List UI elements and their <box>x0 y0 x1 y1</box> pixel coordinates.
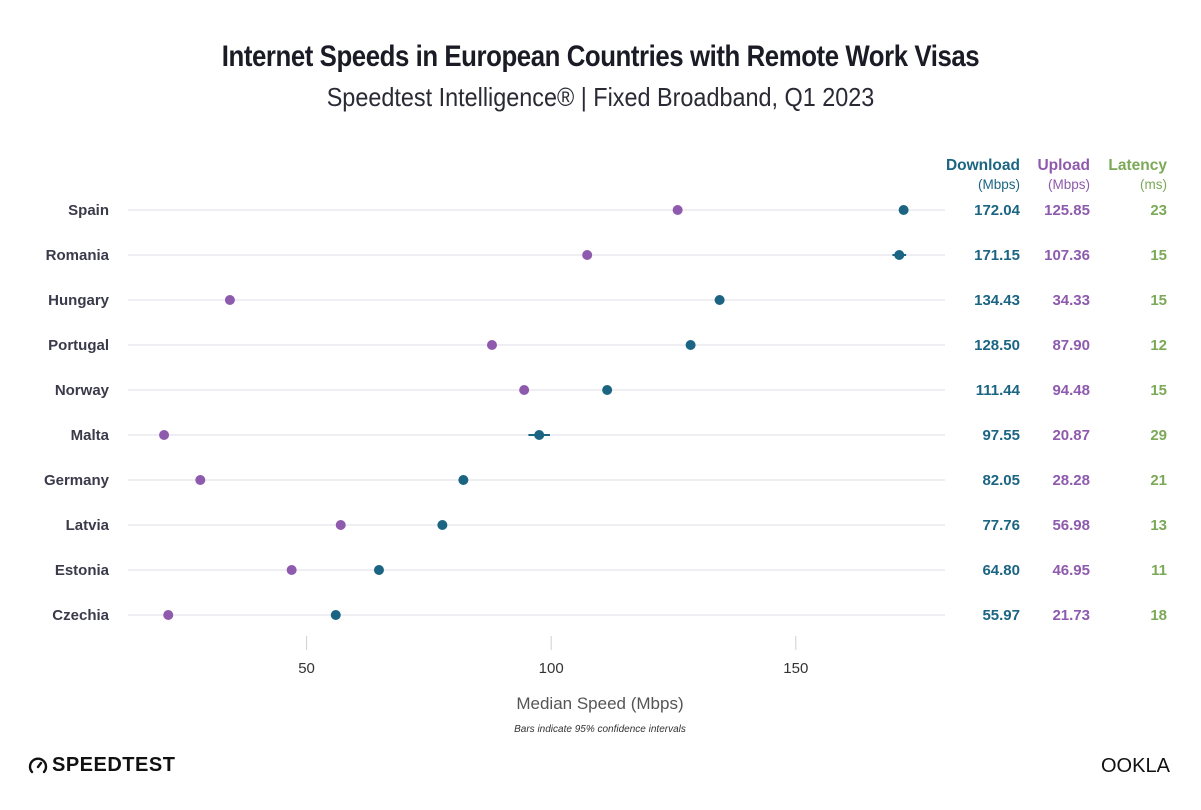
latency-value: 15 <box>1150 382 1167 399</box>
country-label: Romania <box>46 247 110 264</box>
x-tick-label: 50 <box>298 660 315 677</box>
upload-point <box>163 610 174 620</box>
download-point <box>894 250 905 260</box>
upload-point <box>159 430 170 440</box>
upload-value: 20.87 <box>1052 427 1090 444</box>
column-unit-download: (Mbps) <box>978 177 1020 192</box>
download-value: 82.05 <box>982 472 1020 489</box>
upload-value: 28.28 <box>1052 472 1090 489</box>
chart-title: Internet Speeds in European Countries wi… <box>221 40 980 73</box>
upload-point <box>519 385 530 395</box>
latency-value: 15 <box>1150 292 1167 309</box>
country-label: Hungary <box>48 292 110 309</box>
upload-point <box>286 565 297 575</box>
chart-subtitle: Speedtest Intelligence® | Fixed Broadban… <box>326 82 875 112</box>
latency-value: 15 <box>1150 247 1167 264</box>
x-tick-label: 150 <box>783 660 808 677</box>
upload-value: 56.98 <box>1052 517 1090 534</box>
upload-value: 46.95 <box>1052 562 1090 579</box>
upload-point <box>335 520 346 530</box>
country-label: Estonia <box>55 562 110 579</box>
upload-value: 107.36 <box>1044 247 1090 264</box>
column-header-upload: Upload <box>1037 157 1090 174</box>
column-unit-latency: (ms) <box>1140 177 1167 192</box>
download-point <box>373 565 384 575</box>
latency-value: 11 <box>1151 562 1167 579</box>
download-value: 77.76 <box>982 517 1020 534</box>
upload-point <box>224 295 235 305</box>
download-point <box>685 340 696 350</box>
column-header-latency: Latency <box>1108 157 1167 174</box>
country-label: Norway <box>55 382 110 399</box>
download-value: 97.55 <box>982 427 1020 444</box>
upload-value: 87.90 <box>1052 337 1090 354</box>
download-value: 111.44 <box>976 382 1021 399</box>
speedtest-logo-text: SPEEDTEST <box>52 754 176 776</box>
upload-value: 125.85 <box>1044 202 1090 219</box>
latency-value: 13 <box>1150 517 1167 534</box>
country-label: Spain <box>68 202 109 219</box>
upload-point <box>486 340 497 350</box>
download-point <box>437 520 448 530</box>
speedtest-logo: SPEEDTEST <box>28 754 175 777</box>
upload-point <box>195 475 206 485</box>
download-point <box>898 205 909 215</box>
country-label: Latvia <box>66 517 110 534</box>
latency-value: 29 <box>1150 427 1167 444</box>
download-value: 171.15 <box>974 247 1020 264</box>
upload-point <box>672 205 683 215</box>
speedometer-icon <box>28 757 48 773</box>
download-value: 172.04 <box>974 202 1021 219</box>
upload-value: 94.48 <box>1052 382 1090 399</box>
download-value: 64.80 <box>982 562 1020 579</box>
download-value: 55.97 <box>982 607 1020 624</box>
upload-value: 21.73 <box>1052 607 1090 624</box>
country-label: Portugal <box>48 337 109 354</box>
download-value: 134.43 <box>974 292 1020 309</box>
download-point <box>330 610 341 620</box>
latency-value: 12 <box>1150 337 1167 354</box>
download-value: 128.50 <box>974 337 1020 354</box>
latency-value: 18 <box>1150 607 1167 624</box>
x-tick-label: 100 <box>539 660 564 677</box>
upload-point <box>582 250 593 260</box>
download-point <box>534 430 545 440</box>
latency-value: 23 <box>1150 202 1167 219</box>
country-label: Czechia <box>52 607 109 624</box>
ookla-logo: OOKLA <box>1101 755 1170 777</box>
download-point <box>458 475 469 485</box>
country-label: Germany <box>44 472 110 489</box>
download-point <box>714 295 725 305</box>
column-header-download: Download <box>946 157 1020 174</box>
column-unit-upload: (Mbps) <box>1048 177 1090 192</box>
download-point <box>602 385 613 395</box>
chart-note: Bars indicate 95% confidence intervals <box>514 724 686 735</box>
country-label: Malta <box>71 427 110 444</box>
latency-value: 21 <box>1150 472 1167 489</box>
upload-value: 34.33 <box>1052 292 1090 309</box>
x-axis-label: Median Speed (Mbps) <box>516 694 683 713</box>
